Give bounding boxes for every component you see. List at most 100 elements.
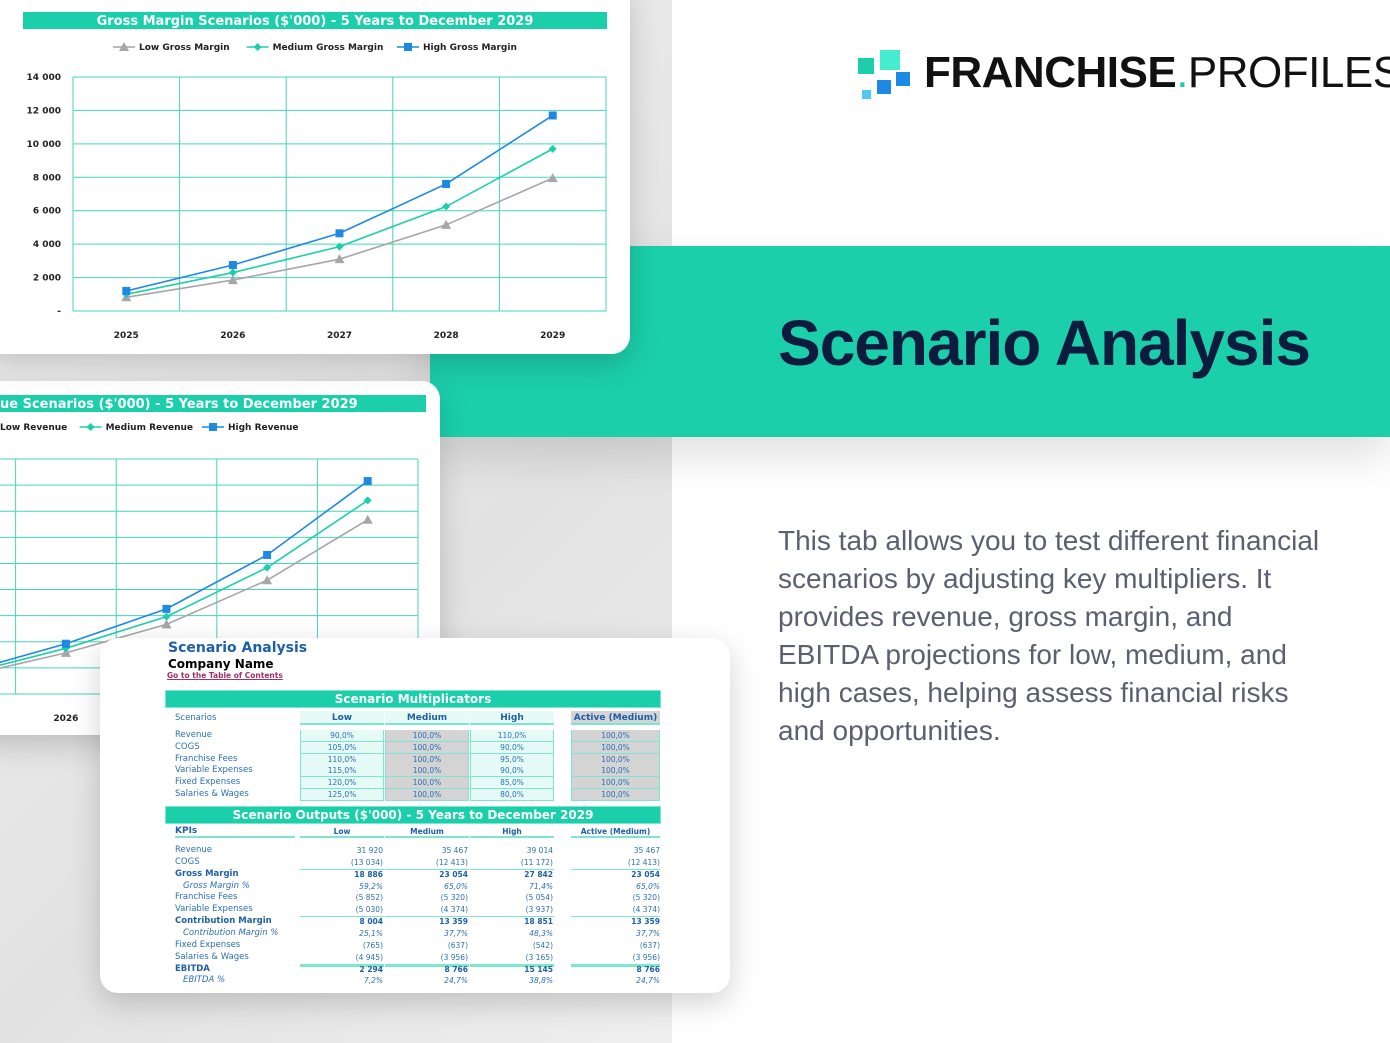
kpi-value: (5 320) xyxy=(632,893,660,903)
logo-square-icon xyxy=(880,50,900,70)
triangle-marker xyxy=(262,575,273,585)
multiplier-input[interactable]: 100,0% xyxy=(385,765,469,778)
logo-square-icon xyxy=(896,72,910,86)
multiplier-input[interactable]: 120,0% xyxy=(300,777,384,790)
toc-link[interactable]: Go to the Table of Contents xyxy=(167,671,283,680)
diamond-marker xyxy=(253,43,262,51)
triangle-marker xyxy=(227,275,238,285)
square-marker xyxy=(122,286,131,295)
company-name: Company Name xyxy=(168,657,274,671)
kpis-label: KPIs xyxy=(175,826,295,838)
square-marker xyxy=(61,639,70,648)
kpi-value: 65,0% xyxy=(636,881,660,891)
multiplier-input[interactable]: 90,0% xyxy=(300,730,384,742)
multiplier-input[interactable]: 85,0% xyxy=(470,777,554,790)
kpi-value: 71,4% xyxy=(529,881,553,891)
multiplier-input[interactable]: 90,0% xyxy=(470,765,554,778)
chart-title-bar xyxy=(0,395,426,412)
multiplier-input[interactable]: 100,0% xyxy=(385,730,469,742)
kpi-value: 8 004 xyxy=(359,917,384,927)
kpi-value: (542) xyxy=(532,940,553,950)
triangle-marker xyxy=(119,42,129,51)
x-tick-label: 2029 xyxy=(540,331,565,341)
y-tick-label: 14 000 xyxy=(27,73,61,83)
scenario-sheet-card: Scenario Analysis Company Name Go to the T… xyxy=(100,638,730,993)
row-label: Revenue xyxy=(175,730,213,740)
triangle-marker xyxy=(441,219,452,229)
multiplier-input[interactable]: 100,0% xyxy=(571,741,660,754)
legend-label: Low Gross Margin xyxy=(139,43,230,53)
kpi-value: (11 172) xyxy=(520,857,553,867)
diamond-marker xyxy=(335,242,344,251)
kpi-value: 38,8% xyxy=(529,976,553,986)
square-marker xyxy=(335,229,344,238)
kpi-value: 13 359 xyxy=(439,917,468,927)
kpi-value: 37,7% xyxy=(444,928,468,938)
divider xyxy=(385,868,469,870)
multiplier-input[interactable]: 100,0% xyxy=(571,789,660,801)
kpi-label: Gross Margin xyxy=(175,868,239,879)
square-marker xyxy=(442,179,451,188)
kpi-value: (3 165) xyxy=(525,952,553,962)
kpi-label: COGS xyxy=(175,856,200,867)
x-tick-label: 2026 xyxy=(53,714,78,724)
y-tick-label: - xyxy=(57,307,61,317)
multiplier-input[interactable]: 100,0% xyxy=(571,777,660,790)
legend-label: Low Revenue xyxy=(0,423,67,433)
multiplier-input[interactable]: 80,0% xyxy=(470,789,554,801)
multiplier-input[interactable]: 100,0% xyxy=(385,789,469,801)
kpi-value: (637) xyxy=(447,940,468,950)
triangle-marker xyxy=(60,647,71,657)
multiplier-input[interactable]: 100,0% xyxy=(571,753,660,766)
multiplier-input[interactable]: 95,0% xyxy=(470,753,554,766)
multiplicators-header: Scenario Multiplicators xyxy=(165,690,661,708)
multiplier-input[interactable]: 100,0% xyxy=(385,753,469,766)
kpi-value: 35 467 xyxy=(441,846,468,855)
kpi-value: 37,7% xyxy=(636,928,660,938)
kpi-value: (3 937) xyxy=(525,905,553,915)
multiplier-input[interactable]: 100,0% xyxy=(385,741,469,754)
kpi-value: 48,3% xyxy=(529,928,553,938)
multiplier-input[interactable]: 110,0% xyxy=(300,753,384,766)
kpi-value: 8 766 xyxy=(444,964,469,974)
kpi-value: 35 467 xyxy=(633,846,660,855)
divider xyxy=(385,916,469,918)
y-tick-label: 8 000 xyxy=(33,173,61,183)
kpi-value: (5 320) xyxy=(440,893,468,903)
kpi-value: (3 956) xyxy=(440,952,468,962)
multiplier-input[interactable]: 90,0% xyxy=(470,741,554,754)
legend-label: Medium Revenue xyxy=(106,423,193,433)
diamond-marker xyxy=(263,563,272,572)
row-label: Fixed Expenses xyxy=(175,777,241,788)
triangle-marker xyxy=(547,173,558,183)
multiplier-input[interactable]: 110,0% xyxy=(470,730,554,742)
kpi-value: (3 956) xyxy=(632,952,660,962)
kpi-value: 2 294 xyxy=(359,964,384,974)
kpi-value: (5 054) xyxy=(525,893,553,903)
multiplier-input[interactable]: 100,0% xyxy=(571,765,660,778)
kpi-label: Gross Margin % xyxy=(183,880,250,891)
kpi-value: 23 054 xyxy=(439,869,468,879)
square-marker xyxy=(209,423,217,431)
multiplier-input[interactable]: 125,0% xyxy=(300,789,384,801)
kpi-value: (4 945) xyxy=(355,952,383,962)
square-marker xyxy=(404,43,412,51)
divider xyxy=(300,868,384,870)
logo-square-icon xyxy=(858,58,874,74)
multiplier-input[interactable]: 100,0% xyxy=(571,730,660,742)
diamond-marker xyxy=(228,268,237,277)
diamond-marker xyxy=(442,202,451,211)
diamond-marker xyxy=(86,423,95,431)
logo-square-icon xyxy=(862,90,871,99)
multiplier-input[interactable]: 115,0% xyxy=(300,765,384,778)
multiplier-input[interactable]: 105,0% xyxy=(300,741,384,754)
kpi-value: 39 014 xyxy=(526,846,553,855)
multiplier-input[interactable]: 100,0% xyxy=(385,777,469,790)
kpi-label: Contribution Margin % xyxy=(183,927,279,938)
kpi-value: (4 374) xyxy=(440,905,468,915)
kpi-label: Variable Expenses xyxy=(175,904,253,915)
kpi-label: EBITDA xyxy=(175,963,210,974)
revenue-chart: ue Scenarios ($'000) - 5 Years to Decemb… xyxy=(0,395,426,724)
column-header: High xyxy=(470,711,554,725)
square-marker xyxy=(162,604,171,613)
